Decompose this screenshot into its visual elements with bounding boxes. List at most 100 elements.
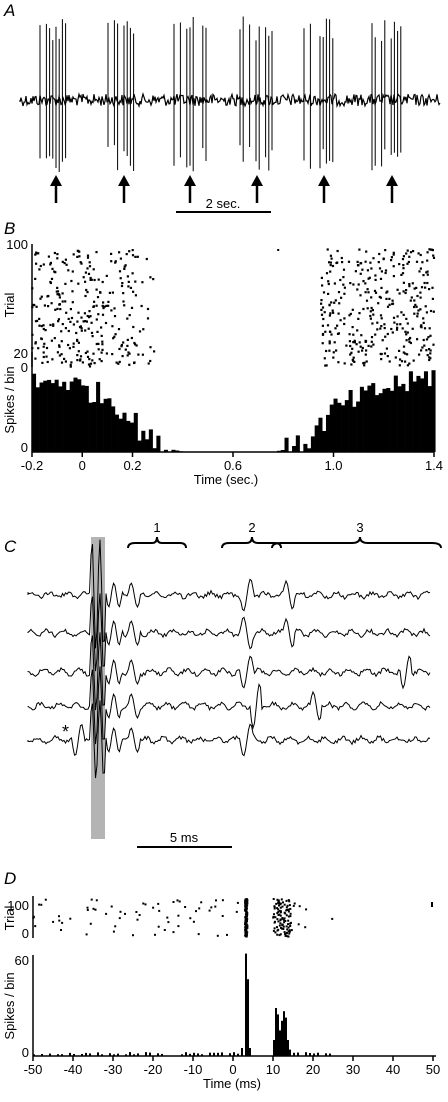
raster-spike bbox=[370, 267, 373, 270]
hist-bar bbox=[73, 377, 78, 452]
raster-spike bbox=[279, 914, 282, 917]
raster-spike bbox=[287, 923, 289, 926]
raster-spike bbox=[348, 333, 351, 336]
raster-spike bbox=[277, 908, 280, 911]
raster-spike bbox=[244, 931, 247, 934]
raster-spike bbox=[34, 342, 37, 345]
brace-3 bbox=[271, 536, 442, 549]
raster-spike bbox=[402, 255, 405, 258]
raster-spike bbox=[283, 917, 286, 920]
raster-spike bbox=[38, 324, 41, 327]
raster-spike bbox=[421, 261, 424, 264]
hist-bar bbox=[69, 381, 74, 452]
raster-spike bbox=[166, 916, 169, 919]
raster-spike bbox=[352, 341, 355, 344]
hist-bar bbox=[329, 1053, 331, 1056]
raster-spike bbox=[382, 257, 385, 260]
raster-spike bbox=[419, 253, 422, 257]
raster-spike bbox=[34, 277, 37, 280]
raster-spike bbox=[349, 282, 352, 285]
hist-bar bbox=[39, 382, 44, 452]
raster-spike bbox=[419, 291, 422, 294]
raster-spike bbox=[411, 282, 414, 285]
raster-spike bbox=[425, 271, 428, 274]
hist-bar bbox=[303, 443, 308, 452]
raster-spike bbox=[384, 271, 387, 275]
raster-spike bbox=[386, 305, 390, 308]
raster-spike bbox=[84, 280, 87, 283]
hist-bar bbox=[213, 1052, 215, 1056]
raster-spike bbox=[137, 353, 140, 356]
raster-spike bbox=[370, 340, 373, 343]
hist-bar bbox=[393, 375, 398, 452]
raster-spike bbox=[333, 301, 336, 304]
hist-bar bbox=[189, 1053, 191, 1056]
raster-spike bbox=[114, 333, 117, 336]
raster-spike bbox=[376, 328, 379, 331]
hist-bar bbox=[171, 449, 176, 452]
raster-spike bbox=[431, 286, 434, 289]
raster-spike bbox=[356, 329, 359, 332]
raster-spike bbox=[114, 925, 117, 928]
raster-spike bbox=[405, 333, 408, 336]
raster-spike bbox=[142, 328, 145, 331]
raster-spike bbox=[324, 330, 327, 333]
hist-bar bbox=[401, 383, 406, 452]
raster-spike bbox=[377, 261, 380, 264]
raster-spike bbox=[429, 334, 432, 337]
raster-spike bbox=[152, 906, 155, 909]
hist-bar bbox=[41, 1054, 43, 1056]
raster-spike bbox=[374, 333, 377, 336]
raster-spike bbox=[49, 280, 52, 284]
hist-ytick: 20 bbox=[14, 346, 28, 361]
raster-spike bbox=[244, 899, 247, 902]
hist-bar bbox=[73, 1054, 75, 1056]
raster-spike bbox=[394, 356, 397, 359]
raster-spike bbox=[348, 340, 351, 343]
raster-spike bbox=[331, 917, 334, 920]
hist-bar bbox=[386, 388, 391, 452]
raster-spike bbox=[58, 919, 61, 922]
raster-spike bbox=[101, 343, 104, 346]
raster-spike bbox=[276, 929, 279, 932]
raster-spike bbox=[370, 306, 373, 310]
raster-spike bbox=[406, 322, 409, 325]
raster-spike bbox=[86, 350, 89, 353]
raster-spike bbox=[43, 304, 46, 307]
raster-spike bbox=[276, 907, 279, 910]
raster-spike bbox=[95, 318, 98, 321]
raster-spike bbox=[388, 297, 391, 300]
raster-spike bbox=[353, 341, 356, 344]
raster-spike bbox=[411, 327, 414, 330]
raster-spike bbox=[64, 327, 67, 330]
x-tick-label: 1.4 bbox=[425, 458, 443, 473]
raster-spike bbox=[113, 315, 117, 318]
raster-spike bbox=[122, 300, 125, 303]
raster-spike bbox=[409, 251, 413, 254]
raster-spike bbox=[276, 912, 279, 915]
hist-bar bbox=[309, 1053, 311, 1056]
hist-ytick: 60 bbox=[15, 953, 29, 968]
raster-spike bbox=[429, 352, 432, 355]
raster-spike bbox=[167, 921, 170, 924]
raster-spike bbox=[114, 261, 117, 264]
hist-bar bbox=[317, 1052, 319, 1056]
arrow-head bbox=[118, 175, 130, 186]
raster-spike bbox=[426, 273, 429, 276]
hist-bar bbox=[145, 1052, 147, 1056]
raster-spike bbox=[365, 299, 369, 302]
raster-spike bbox=[366, 269, 369, 272]
raster-spike bbox=[118, 270, 122, 273]
raster-spike bbox=[341, 261, 344, 264]
raster-spike bbox=[279, 933, 282, 936]
raster-spike bbox=[359, 272, 362, 275]
raster-spike bbox=[380, 270, 383, 273]
raster-spike bbox=[97, 342, 100, 345]
raster-spike bbox=[31, 287, 34, 290]
x-tick-label: -50 bbox=[24, 1062, 43, 1077]
raster-spike bbox=[65, 311, 68, 314]
raster-spike bbox=[52, 920, 55, 923]
raster-spike bbox=[328, 314, 331, 317]
raster-spike bbox=[358, 341, 361, 344]
raster-spike bbox=[31, 347, 34, 350]
